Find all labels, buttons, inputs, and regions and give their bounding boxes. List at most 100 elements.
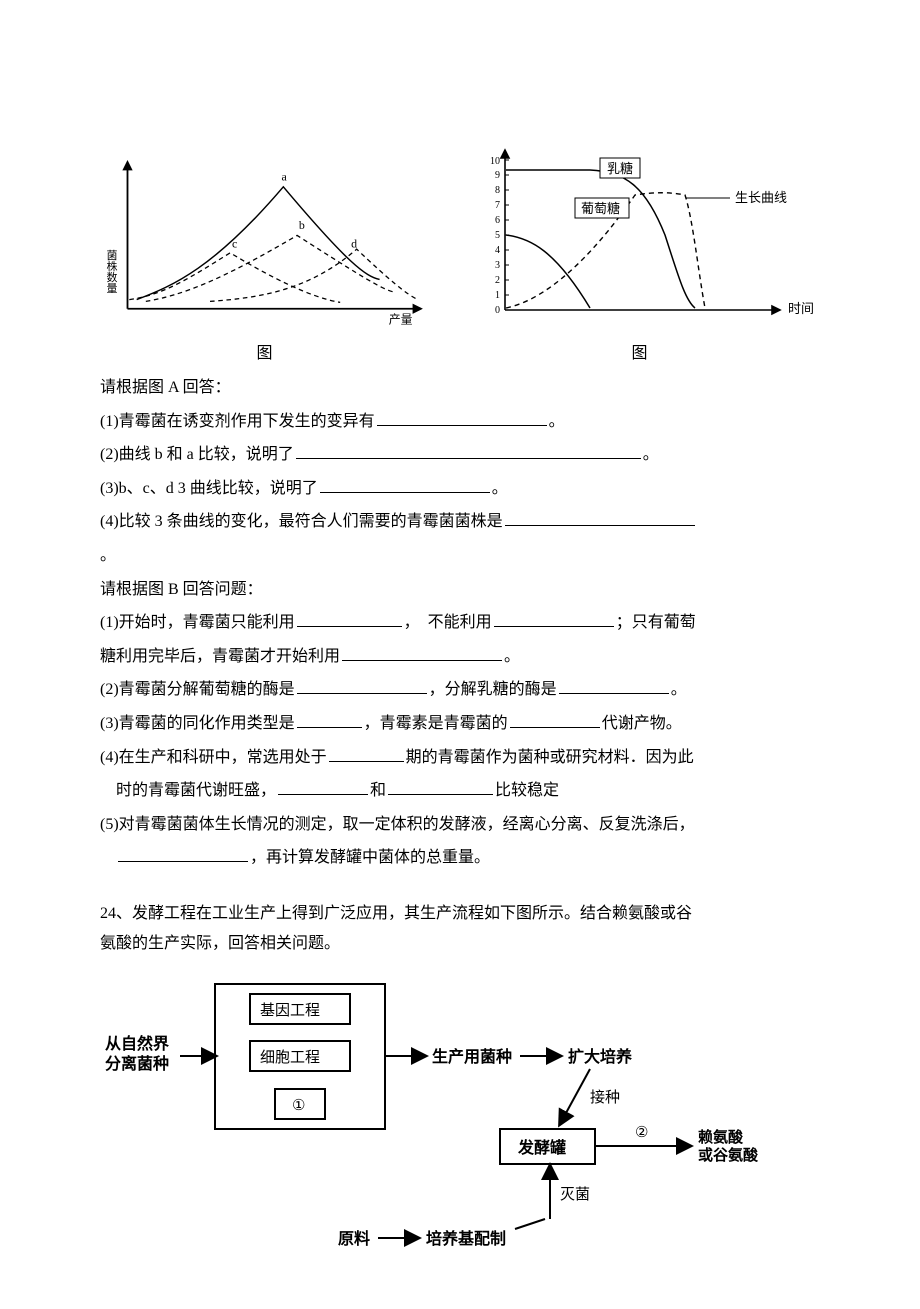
svg-text:a: a xyxy=(282,169,288,183)
blank[interactable] xyxy=(505,509,695,527)
node-circ1: ① xyxy=(292,1098,305,1114)
q-b1-3: ；只有葡萄 xyxy=(616,614,696,631)
q-b2-1: (2)青霉菌分解葡萄糖的酶是 xyxy=(100,681,295,698)
figure-b-caption: 图 xyxy=(460,339,820,363)
blank[interactable] xyxy=(329,744,404,762)
flowchart-svg: 基因工程 细胞工程 ① 从自然界 分离菌种 生产用菌种 扩大培养 接种 发酵罐 … xyxy=(90,974,830,1264)
flowchart: 基因工程 细胞工程 ① 从自然界 分离菌种 生产用菌种 扩大培养 接种 发酵罐 … xyxy=(90,974,820,1269)
q-b2-2: ，分解乳糖的酶是 xyxy=(429,681,557,698)
blank[interactable] xyxy=(388,777,493,795)
q-b3-3: 代谢产物。 xyxy=(602,715,682,732)
svg-text:d: d xyxy=(351,236,357,250)
svg-text:2: 2 xyxy=(495,275,500,286)
node-ferment: 发酵罐 xyxy=(517,1138,566,1157)
q-b1: (1)开始时，青霉菌只能利用 ， 不能利用 ；只有葡萄 xyxy=(100,606,820,640)
fig-a-ylabel: 菌株数量 xyxy=(105,249,118,293)
fig-b-lactose-label: 乳糖 xyxy=(607,161,633,176)
svg-text:5: 5 xyxy=(495,230,500,241)
q-b3: (3)青霉菌的同化作用类型是，青霉素是青霉菌的代谢产物。 xyxy=(100,707,820,741)
q-a4-period: 。 xyxy=(100,539,820,573)
q-a1: (1)青霉菌在诱变剂作用下发生的变异有 。 xyxy=(100,405,820,439)
node-isolate-l1: 从自然界 xyxy=(105,1034,169,1053)
figure-a: a b c d 产量 菌株数量 图 xyxy=(100,150,430,363)
node-product-l1: 赖氨酸 xyxy=(698,1128,744,1146)
svg-text:6: 6 xyxy=(495,215,500,226)
node-inoculate: 接种 xyxy=(590,1089,620,1106)
period: 。 xyxy=(643,446,659,463)
blank[interactable] xyxy=(297,609,402,627)
q-b1b: 糖利用完毕后，青霉菌才开始利用 。 xyxy=(100,640,820,674)
node-medium: 培养基配制 xyxy=(426,1229,506,1248)
q24: 24、发酵工程在工业生产上得到广泛应用，其生产流程如下图所示。结合赖氨酸或谷 氨… xyxy=(100,899,820,960)
q-b5-1: (5)对青霉菌菌体生长情况的测定，取一定体积的发酵液，经离心分离、反复洗涤后， xyxy=(100,816,695,833)
q-b4-2: 期的青霉菌作为菌种或研究材料．因为此 xyxy=(406,749,694,766)
blank[interactable] xyxy=(118,845,248,863)
fig-b-glucose-label: 葡萄糖 xyxy=(581,201,620,216)
q-a2-text: (2)曲线 b 和 a 比较，说明了 xyxy=(100,446,294,463)
q-b3-1: (3)青霉菌的同化作用类型是 xyxy=(100,715,295,732)
period: 。 xyxy=(671,681,687,698)
svg-text:10: 10 xyxy=(490,156,500,167)
q-b5b: ，再计算发酵罐中菌体的总重量。 xyxy=(100,841,820,875)
blank[interactable] xyxy=(342,643,502,661)
figures-row: a b c d 产量 菌株数量 图 xyxy=(100,140,820,363)
q-a3: (3)b、c、d 3 曲线比较，说明了 。 xyxy=(100,472,820,506)
q-a3-text: (3)b、c、d 3 曲线比较，说明了 xyxy=(100,480,318,497)
blank[interactable] xyxy=(297,677,427,695)
svg-text:9: 9 xyxy=(495,170,500,181)
q-a2: (2)曲线 b 和 a 比较，说明了 。 xyxy=(100,438,820,472)
period: 。 xyxy=(504,648,520,665)
svg-text:4: 4 xyxy=(495,245,500,256)
blank[interactable] xyxy=(494,609,614,627)
q-b4-4: 和 xyxy=(370,782,386,799)
blank[interactable] xyxy=(296,441,641,459)
q-a1-text: (1)青霉菌在诱变剂作用下发生的变异有 xyxy=(100,413,375,430)
section-a-head: 请根据图 A 回答： xyxy=(100,371,820,405)
figure-a-svg: a b c d 产量 菌株数量 xyxy=(100,150,430,330)
blank[interactable] xyxy=(297,710,362,728)
figure-b-svg: 0 1 2 3 4 5 6 7 8 9 10 xyxy=(460,140,820,330)
q-b2: (2)青霉菌分解葡萄糖的酶是 ，分解乳糖的酶是 。 xyxy=(100,673,820,707)
node-sterilize: 灭菌 xyxy=(560,1186,590,1203)
q24-line1: 24、发酵工程在工业生产上得到广泛应用，其生产流程如下图所示。结合赖氨酸或谷 xyxy=(100,899,820,929)
svg-text:c: c xyxy=(232,236,237,250)
node-expand: 扩大培养 xyxy=(568,1047,633,1066)
q-b1-2: ， 不能利用 xyxy=(404,614,492,631)
fig-b-growth-label: 生长曲线 xyxy=(735,190,787,205)
node-cell: 细胞工程 xyxy=(260,1049,320,1066)
blank[interactable] xyxy=(559,677,669,695)
node-prodstrain: 生产用菌种 xyxy=(432,1047,512,1066)
fig-b-yticks: 0 1 2 3 4 5 6 7 8 9 10 xyxy=(490,156,500,316)
q-b4-1: (4)在生产和科研中，常选用处于 xyxy=(100,749,327,766)
q24-line2: 氨酸的生产实际，回答相关问题。 xyxy=(100,929,820,959)
q-b1-1: (1)开始时，青霉菌只能利用 xyxy=(100,614,295,631)
q-b1-4: 糖利用完毕后，青霉菌才开始利用 xyxy=(100,648,340,665)
q-a4: (4)比较 3 条曲线的变化，最符合人们需要的青霉菌菌株是 xyxy=(100,505,820,539)
node-isolate-l2: 分离菌种 xyxy=(105,1054,169,1073)
blank[interactable] xyxy=(278,777,368,795)
svg-text:1: 1 xyxy=(495,290,500,301)
section-b-head: 请根据图 B 回答问题： xyxy=(100,573,820,607)
q-b5-2: ，再计算发酵罐中菌体的总重量。 xyxy=(250,849,490,866)
q-b5: (5)对青霉菌菌体生长情况的测定，取一定体积的发酵液，经离心分离、反复洗涤后， xyxy=(100,808,820,842)
period: 。 xyxy=(492,480,508,497)
q-b4: (4)在生产和科研中，常选用处于 期的青霉菌作为菌种或研究材料．因为此 xyxy=(100,741,820,775)
svg-text:8: 8 xyxy=(495,185,500,196)
q-a4-text: (4)比较 3 条曲线的变化，最符合人们需要的青霉菌菌株是 xyxy=(100,513,503,530)
svg-text:3: 3 xyxy=(495,260,500,271)
q-b4-3: 时的青霉菌代谢旺盛， xyxy=(116,782,276,799)
svg-text:7: 7 xyxy=(495,200,500,211)
fig-b-xlabel: 时间 xyxy=(788,301,814,316)
blank[interactable] xyxy=(377,408,547,426)
period: 。 xyxy=(549,413,565,430)
blank[interactable] xyxy=(510,710,600,728)
figure-b: 0 1 2 3 4 5 6 7 8 9 10 xyxy=(460,140,820,363)
svg-text:b: b xyxy=(299,218,305,232)
node-raw: 原料 xyxy=(338,1229,370,1248)
node-circ2: ② xyxy=(635,1125,648,1141)
q-b4b: 时的青霉菌代谢旺盛， 和 比较稳定 xyxy=(100,774,820,808)
node-gene: 基因工程 xyxy=(260,1002,320,1019)
fig-a-xlabel: 产量 xyxy=(389,312,413,326)
blank[interactable] xyxy=(320,475,490,493)
q-b4-5: 比较稳定 xyxy=(495,782,559,799)
